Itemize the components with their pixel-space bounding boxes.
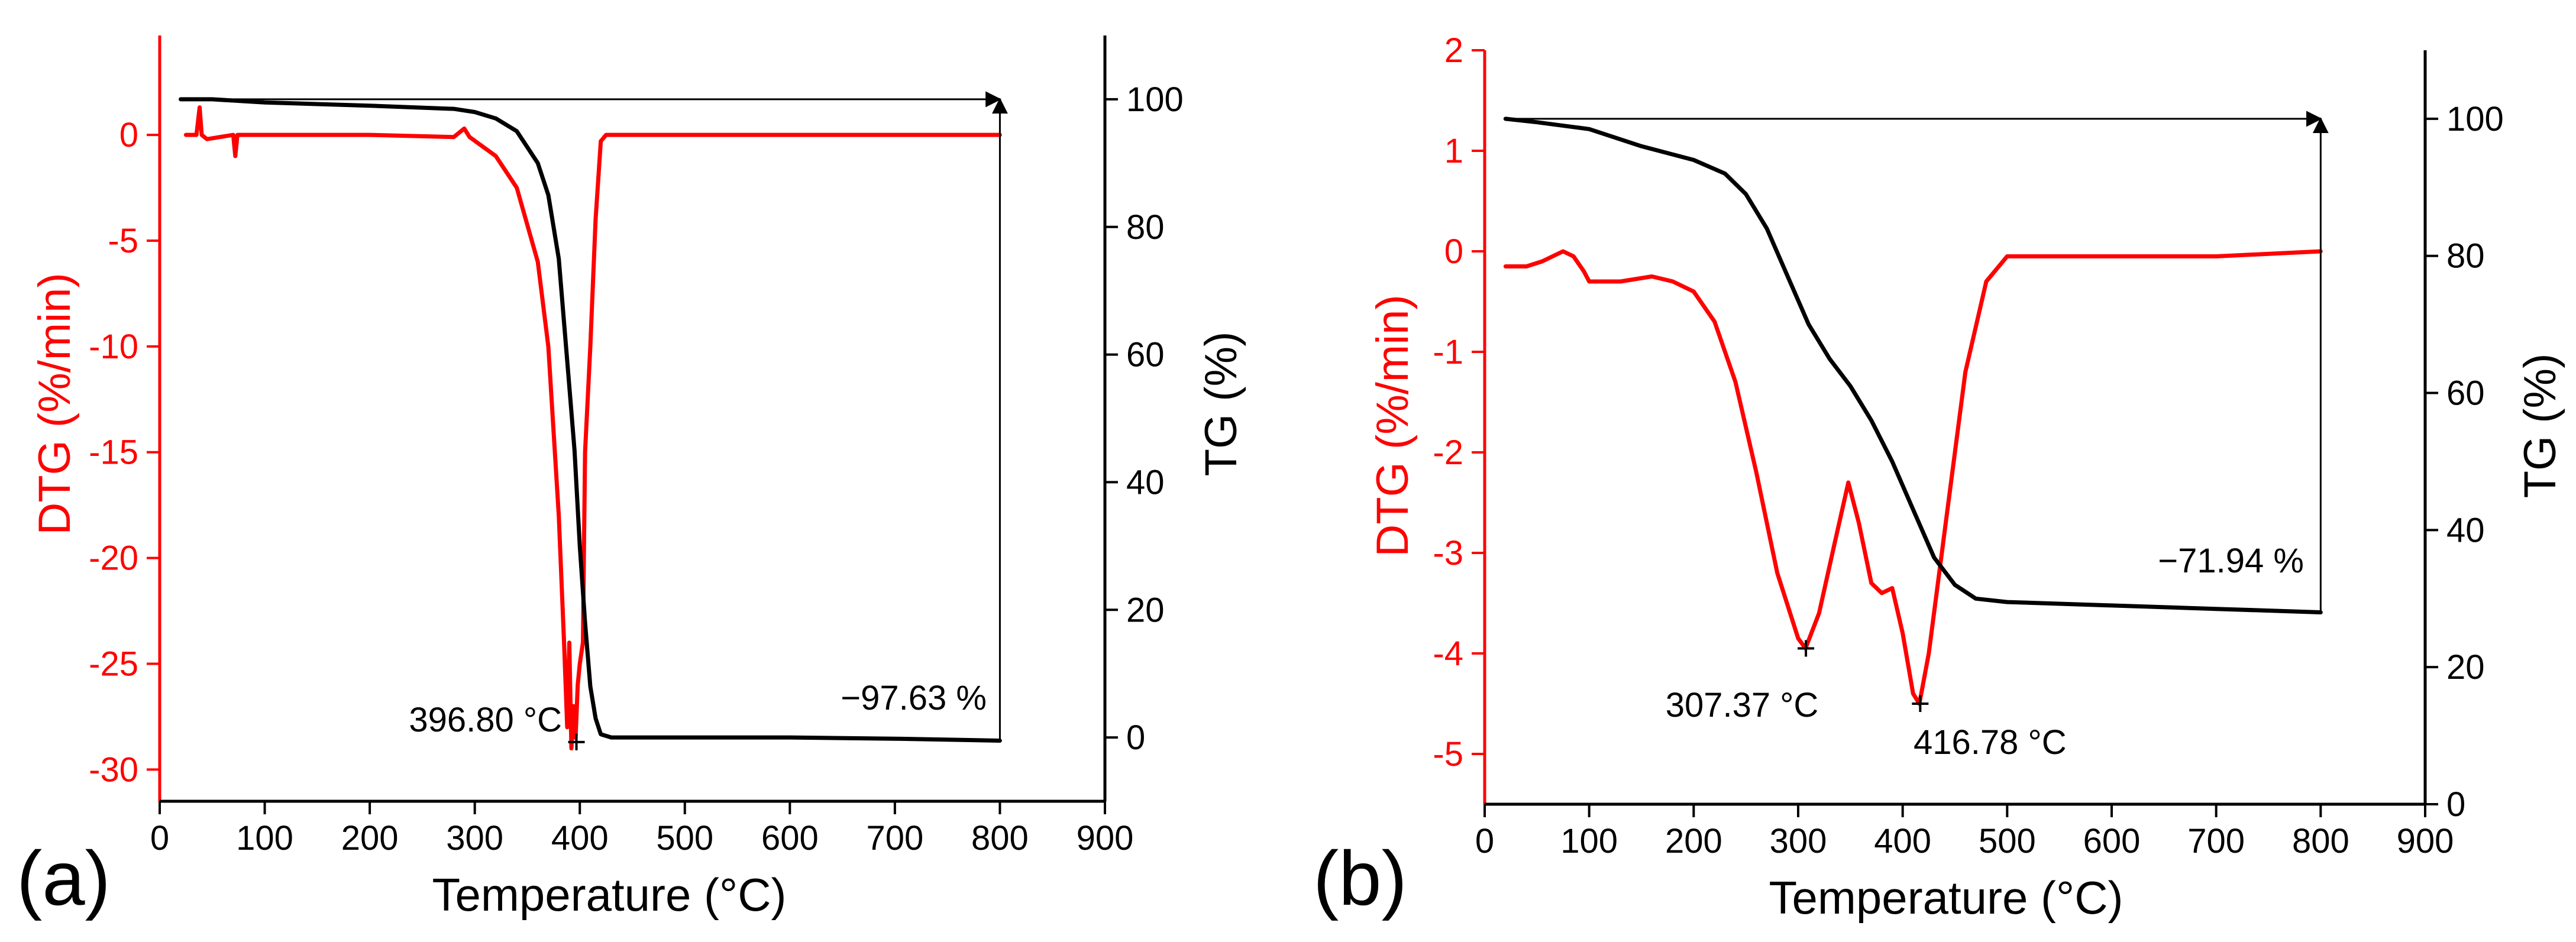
panel-b-y-right-tick-label: 100 bbox=[2446, 100, 2504, 138]
panel-b-series-dtg bbox=[1503, 249, 2323, 706]
panel-a-y-left-tick-label: -30 bbox=[89, 750, 138, 789]
panel-a-y-right-tick-label: 0 bbox=[1126, 718, 1145, 757]
panel-a-y-left-tick-label: -25 bbox=[89, 645, 138, 683]
panel-b-y-left-tick-label: 1 bbox=[1444, 132, 1463, 170]
panel-b-y-left-tick-label: 0 bbox=[1444, 232, 1463, 271]
panel-b-ylabel-right: TG (%) bbox=[2515, 354, 2565, 498]
panel-a-annotation-peak: 396.80 °C bbox=[409, 701, 562, 739]
panel-a-y-right-tick-label: 60 bbox=[1126, 336, 1165, 374]
panel-b-y-left-tick-label: -5 bbox=[1433, 735, 1463, 773]
panel-b-y-left-tick-label: 2 bbox=[1444, 31, 1463, 70]
panel-a-x-tick-label: 100 bbox=[236, 819, 293, 857]
panel-a-y-right-tick-label: 80 bbox=[1126, 208, 1165, 247]
panel-a-x-tick-label: 900 bbox=[1077, 819, 1134, 857]
panel-a-x-tick-label: 0 bbox=[150, 819, 169, 857]
panel-b-x-tick-label: 500 bbox=[1979, 822, 2036, 860]
panel-a-y-right-tick-label: 40 bbox=[1126, 463, 1165, 501]
panel-b-y-right-tick-label: 80 bbox=[2446, 237, 2485, 276]
panel-a-x-tick-label: 200 bbox=[341, 819, 399, 857]
panel-a-annotation-loss: −97.63 % bbox=[841, 679, 987, 717]
panel-b-x-tick-label: 100 bbox=[1560, 822, 1618, 860]
panel-b-annotation-loss: −71.94 % bbox=[2158, 542, 2304, 580]
panel-a-series-tg bbox=[179, 97, 1002, 743]
panel-a-ylabel-right: TG (%) bbox=[1196, 332, 1246, 477]
panel-b-x-tick-label: 200 bbox=[1665, 822, 1722, 860]
panel-b-x-tick-label: 300 bbox=[1770, 822, 1827, 860]
panel-a-x-tick-label: 700 bbox=[866, 819, 923, 857]
panel-b-x-tick-label: 700 bbox=[2187, 822, 2245, 860]
panel-b-label: (b) bbox=[1313, 835, 1407, 921]
panel-b-series-tg bbox=[1503, 116, 2323, 614]
panel-b-y-right-tick-label: 60 bbox=[2446, 374, 2485, 413]
panel-a-y-left-tick-label: -20 bbox=[89, 539, 138, 578]
panel-a: (a) Temperature (°C) DTG (%/min) TG (%) … bbox=[17, 35, 1246, 921]
panel-a-x-tick-label: 500 bbox=[656, 819, 713, 857]
panel-a-y-left-tick-label: 0 bbox=[119, 116, 138, 154]
panel-b-y-left-tick-label: -3 bbox=[1433, 534, 1463, 572]
panel-b-x-tick-label: 0 bbox=[1475, 822, 1494, 860]
panel-a-y-right-tick-label: 100 bbox=[1126, 80, 1184, 119]
panel-a-xlabel: Temperature (°C) bbox=[432, 869, 786, 921]
panel-b-x-tick-label: 800 bbox=[2292, 822, 2349, 860]
panel-a-y-right-tick-label: 20 bbox=[1126, 591, 1165, 629]
panel-b-x-tick-label: 600 bbox=[2083, 822, 2141, 860]
panel-a-ylabel-left: DTG (%/min) bbox=[30, 273, 80, 535]
panel-b-y-left-tick-label: -1 bbox=[1433, 333, 1463, 371]
panel-b-y-left-tick-label: -4 bbox=[1433, 635, 1463, 673]
panel-a-series-dtg bbox=[183, 105, 1002, 751]
panel-a-y-left-tick-label: -10 bbox=[89, 328, 138, 366]
panel-a-label: (a) bbox=[17, 835, 111, 921]
panel-b-annotation-peak2: 416.78 °C bbox=[1914, 723, 2067, 762]
panel-b-y-right-tick-label: 20 bbox=[2446, 648, 2485, 687]
panel-b-xlabel: Temperature (°C) bbox=[1769, 872, 2123, 924]
panel-b-y-right-tick-label: 40 bbox=[2446, 511, 2485, 549]
panel-a-x-tick-label: 400 bbox=[551, 819, 609, 857]
panel-b-x-tick-label: 400 bbox=[1874, 822, 1931, 860]
panel-a-y-left-tick-label: -15 bbox=[89, 433, 138, 472]
panel-a-x-tick-label: 300 bbox=[446, 819, 503, 857]
panel-a-y-left-tick-label: -5 bbox=[108, 222, 138, 260]
panel-b-x-tick-label: 900 bbox=[2397, 822, 2454, 860]
panel-a-x-tick-label: 600 bbox=[761, 819, 819, 857]
panel-b: (b) Temperature (°C) DTG (%/min) TG (%) … bbox=[1313, 31, 2565, 924]
panel-b-y-left-tick-label: -2 bbox=[1433, 433, 1463, 472]
panel-b-y-right-tick-label: 0 bbox=[2446, 785, 2465, 824]
panel-b-annotation-peak1: 307.37 °C bbox=[1666, 686, 1819, 724]
panel-a-x-tick-label: 800 bbox=[971, 819, 1029, 857]
panel-b-ylabel-left: DTG (%/min) bbox=[1368, 294, 1418, 556]
